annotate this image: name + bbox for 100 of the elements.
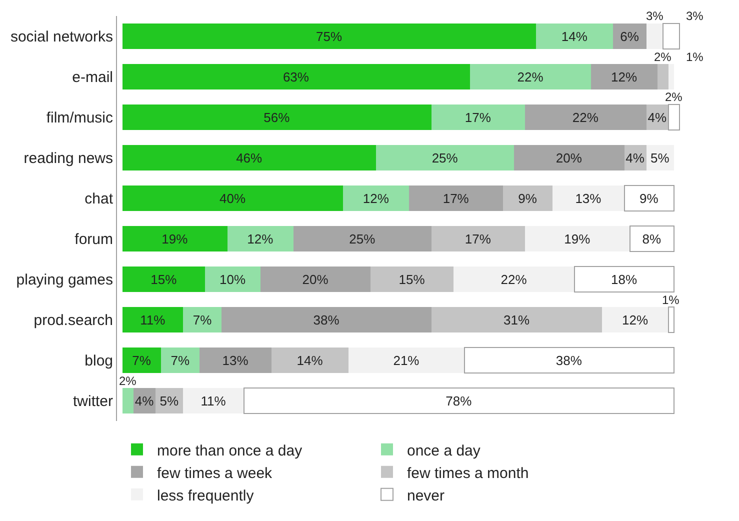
data-label: 3%: [686, 9, 704, 23]
data-label: 5%: [160, 393, 179, 408]
bar: [260, 266, 371, 292]
data-label: 15%: [150, 272, 178, 287]
bar: [591, 64, 658, 90]
bar: [200, 348, 272, 373]
data-label: 17%: [464, 231, 492, 246]
data-label: 21%: [393, 352, 420, 368]
bar: [624, 185, 674, 212]
data-label: 38%: [556, 352, 582, 368]
data-label: 38%: [313, 312, 340, 328]
data-label: 56%: [264, 110, 290, 125]
bar: [646, 24, 663, 49]
data-label: 3%: [646, 9, 664, 23]
bar: [613, 24, 646, 49]
bar: [122, 104, 432, 130]
data-label: 19%: [564, 231, 591, 246]
data-label: 4%: [648, 110, 667, 125]
data-label: 7%: [170, 352, 190, 368]
data-label: 6%: [620, 28, 640, 44]
legend-label: less frequently: [157, 487, 254, 504]
data-label: 12%: [622, 312, 649, 328]
y-tick-label: prod.search: [34, 312, 113, 329]
bar: [271, 348, 349, 373]
data-label: 78%: [446, 393, 472, 408]
data-label: 4%: [626, 150, 645, 166]
data-label: 22%: [572, 110, 599, 125]
y-tick-label: social networks: [10, 28, 113, 46]
data-label: 25%: [432, 150, 458, 166]
data-label: 20%: [556, 150, 582, 166]
bar: [348, 348, 464, 373]
bar: [525, 104, 646, 130]
y-tick-label: reading news: [24, 150, 113, 167]
bar: [243, 388, 674, 414]
bar: [376, 145, 514, 170]
data-label: 17%: [442, 190, 470, 206]
data-label: 12%: [247, 231, 274, 246]
data-label: 40%: [220, 190, 246, 206]
bar: [122, 64, 470, 90]
data-label: 19%: [162, 231, 188, 246]
data-label: 2%: [119, 374, 137, 388]
bar: [205, 266, 260, 292]
bar: [122, 307, 184, 332]
data-label: 14%: [296, 352, 324, 368]
data-label: 2%: [665, 90, 683, 104]
data-label: 9%: [518, 190, 538, 206]
bar: [668, 306, 674, 333]
data-label: 46%: [236, 150, 263, 166]
y-tick-label: forum: [74, 231, 113, 248]
data-label: 2%: [654, 50, 672, 64]
bar: [514, 145, 624, 170]
y-tick-label: blog: [84, 352, 113, 370]
data-label: 1%: [686, 50, 704, 64]
bar: [470, 64, 592, 90]
data-label: 14%: [561, 28, 588, 44]
data-label: 8%: [642, 231, 662, 246]
bar: [122, 186, 344, 211]
data-label: 75%: [316, 28, 342, 44]
y-tick-label: playing games: [16, 272, 113, 288]
data-label: 5%: [650, 150, 670, 166]
bar: [183, 307, 222, 332]
bar: [552, 186, 624, 211]
bar: [574, 266, 674, 292]
bar: [662, 23, 680, 50]
bar: [122, 388, 134, 414]
data-label: 12%: [611, 69, 638, 84]
bar: [602, 307, 668, 332]
data-label: 13%: [222, 352, 249, 368]
data-label: 22%: [517, 69, 544, 84]
data-label: 10%: [220, 272, 246, 287]
data-label: 15%: [398, 272, 426, 287]
bar: [525, 226, 630, 252]
bar: [464, 347, 674, 374]
data-label: 7%: [192, 312, 212, 328]
y-tick-label: e-mail: [72, 69, 113, 86]
data-label: 9%: [639, 190, 659, 206]
y-tick-label: film/music: [46, 110, 114, 126]
legend-label: few times a month: [407, 464, 529, 482]
bar: [161, 348, 200, 373]
bar: [122, 226, 228, 252]
data-label: 17%: [464, 110, 492, 125]
bar: [668, 104, 680, 130]
data-label: 1%: [662, 293, 680, 307]
data-label: 25%: [349, 231, 376, 246]
bar: [409, 186, 503, 211]
bar: [122, 145, 376, 170]
bar: [222, 307, 432, 332]
bar: [122, 24, 536, 49]
data-label: 13%: [575, 190, 602, 206]
data-label: 12%: [362, 190, 390, 206]
bar: [629, 226, 674, 252]
bar: [227, 226, 294, 252]
bar: [431, 307, 602, 332]
bar: [431, 104, 526, 130]
bar: [122, 348, 162, 373]
legend-label: more than once a day: [157, 442, 303, 460]
data-label: 63%: [282, 69, 310, 84]
bar: [536, 24, 614, 49]
data-label: 4%: [134, 393, 154, 408]
data-label: 7%: [132, 352, 152, 368]
